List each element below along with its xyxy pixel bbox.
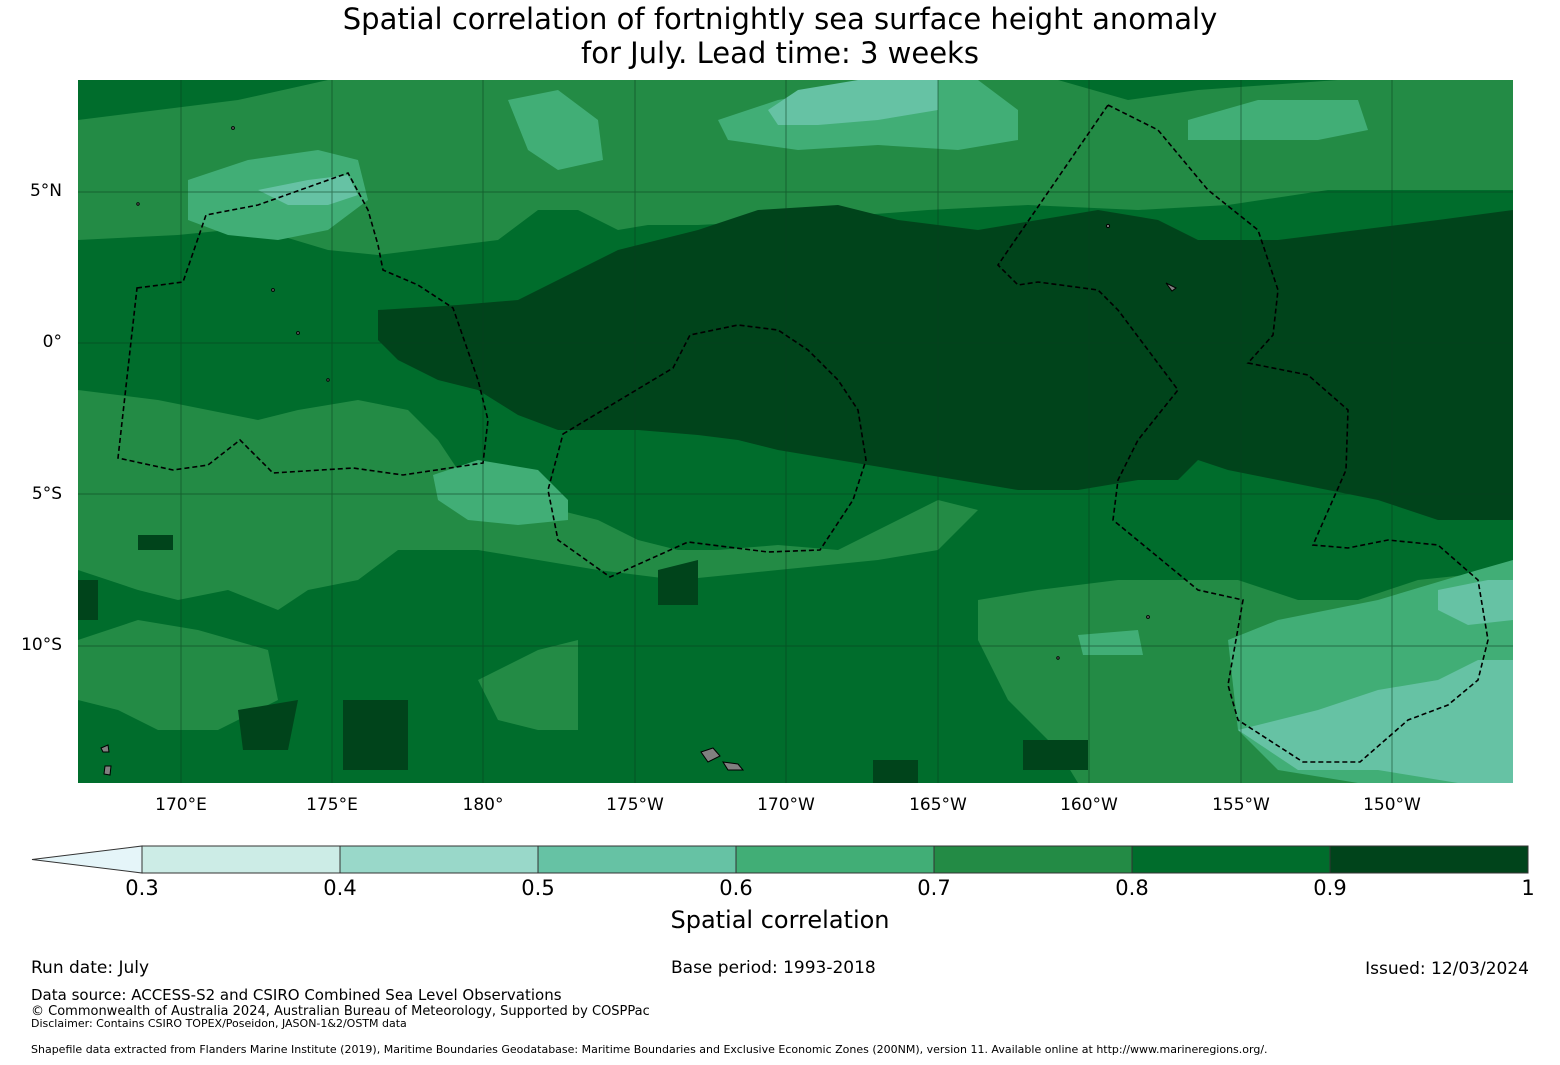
lat-label-0: 0° [42, 332, 62, 352]
colorbar-tick-0.8: 0.8 [1115, 876, 1149, 900]
island-dot-6 [231, 126, 235, 130]
lon-label-175w: 175°W [606, 795, 664, 815]
correlation-band-0.9-1.0 [78, 205, 1513, 783]
colorbar-extend-min [31, 845, 143, 874]
colorbar-label: Spatial correlation [670, 906, 890, 934]
colorbar-tick-0.3: 0.3 [125, 876, 159, 900]
colorbar [31, 845, 1529, 874]
map-canvas [78, 80, 1513, 783]
colorbar-segment-5 [1131, 845, 1331, 874]
lon-label-160w: 160°W [1060, 795, 1118, 815]
island-small-2 [100, 744, 110, 753]
island-dot-5 [136, 202, 140, 206]
colorbar-segments [31, 845, 1529, 874]
data-source: Data source: ACCESS-S2 and CSIRO Combine… [31, 986, 562, 1004]
island-samoa-upolu [700, 747, 721, 763]
colorbar-tick-0.6: 0.6 [719, 876, 753, 900]
island-dot-8 [1146, 615, 1150, 619]
colorbar-tick-0.5: 0.5 [521, 876, 555, 900]
island-dot-3 [326, 378, 330, 382]
eez-boundary-west [117, 172, 489, 476]
lon-label-150w: 150°W [1363, 795, 1421, 815]
eez-boundaries [117, 103, 1489, 763]
island-dot-1 [271, 288, 275, 292]
colorbar-tick-0.7: 0.7 [917, 876, 951, 900]
issued-date: Issued: 12/03/2024 [1365, 959, 1529, 979]
island-small-1 [1165, 282, 1177, 292]
shapefile-credit: Shapefile data extracted from Flanders M… [31, 1043, 1268, 1056]
lon-label-175e: 175°E [306, 795, 358, 815]
island-small-3 [103, 765, 112, 776]
copyright: © Commonwealth of Australia 2024, Austra… [31, 1004, 650, 1019]
island-dot-2 [296, 331, 300, 335]
eez-boundary-central [547, 324, 867, 578]
lon-label-155w: 155°W [1212, 795, 1270, 815]
run-date: Run date: July [31, 958, 150, 978]
lon-label-170w: 170°W [757, 795, 815, 815]
correlation-band-0.5-0.6 [258, 80, 1513, 783]
chart-title-line-2: for July. Lead time: 3 weeks [581, 36, 979, 70]
colorbar-segment-2 [537, 845, 737, 874]
colorbar-tick-0.9: 0.9 [1313, 876, 1347, 900]
lat-label-5s: 5°S [31, 484, 62, 504]
colorbar-tick-1: 1 [1521, 876, 1535, 900]
colorbar-segment-4 [933, 845, 1133, 874]
colorbar-segment-6 [1329, 845, 1529, 874]
colorbar-segment-1 [339, 845, 539, 874]
correlation-map [78, 80, 1513, 783]
island-dot-4 [1105, 223, 1111, 229]
lon-label-170e: 170°E [155, 795, 207, 815]
island-samoa-savaii [722, 761, 745, 771]
chart-title-line-1: Spatial correlation of fortnightly sea s… [342, 2, 1218, 36]
eez-boundary-east [996, 103, 1489, 763]
lat-label-5n: 5°N [29, 181, 62, 201]
lon-label-165w: 165°W [909, 795, 967, 815]
colorbar-tick-0.4: 0.4 [323, 876, 357, 900]
map-gridlines [78, 80, 1513, 783]
colorbar-segment-3 [735, 845, 935, 874]
lon-label-180: 180° [462, 795, 504, 815]
island-dot-7 [1056, 656, 1060, 660]
islands [100, 126, 1177, 776]
disclaimer: Disclaimer: Contains CSIRO TOPEX/Poseido… [31, 1017, 407, 1030]
base-period: Base period: 1993-2018 [671, 958, 876, 978]
colorbar-segment-0 [141, 845, 341, 874]
lat-label-10s: 10°S [21, 635, 62, 655]
